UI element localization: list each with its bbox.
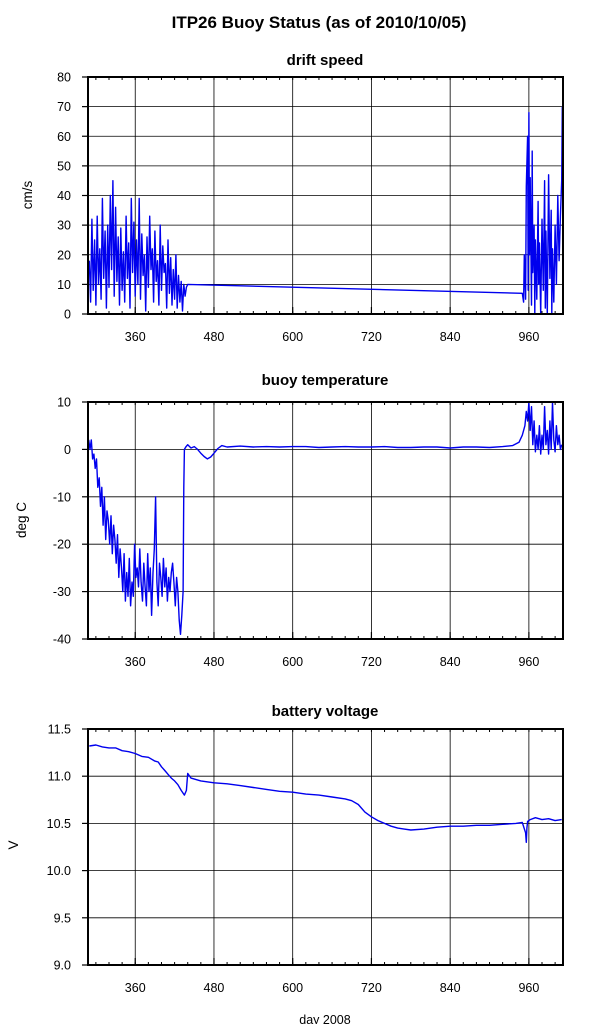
- y-tick-label: -30: [53, 585, 71, 599]
- plot-frame: [87, 728, 564, 966]
- y-axis-label-buoy-temperature: deg C: [14, 502, 29, 538]
- x-tick-label: 720: [361, 655, 382, 669]
- x-tick-label: 360: [125, 981, 146, 995]
- y-tick-label: 9.5: [54, 911, 71, 925]
- x-tick-label: 840: [440, 981, 461, 995]
- panel-title-buoy-temperature: buoy temperature: [262, 372, 389, 389]
- x-tick-label: 360: [125, 655, 146, 669]
- y-tick-label: 40: [57, 189, 71, 203]
- y-tick-label: 11.0: [48, 770, 71, 784]
- y-axis-label-battery-voltage: V: [6, 840, 21, 849]
- series-line-drift-speed: [88, 106, 563, 315]
- plot-frame: [87, 401, 564, 640]
- y-tick-label: 0: [64, 308, 71, 322]
- y-tick-label: 70: [57, 100, 71, 114]
- y-tick-label: 30: [57, 219, 71, 233]
- panel-title-battery-voltage: battery voltage: [272, 703, 379, 720]
- y-tick-label: 11.5: [48, 723, 71, 737]
- y-tick-label: 10: [57, 396, 71, 410]
- x-tick-label: 960: [518, 981, 539, 995]
- x-tick-label: 960: [518, 655, 539, 669]
- y-tick-label: 10.5: [47, 817, 71, 831]
- plot-frame: [87, 76, 564, 315]
- y-tick-label: 20: [57, 248, 71, 262]
- series-line-battery-voltage: [89, 744, 562, 843]
- x-tick-label: 720: [361, 981, 382, 995]
- x-tick-label: 480: [204, 330, 225, 344]
- x-tick-label: 600: [282, 981, 303, 995]
- x-axis-label: day 2008: [299, 1013, 350, 1024]
- x-tick-label: 480: [204, 981, 225, 995]
- panel-title-drift-speed: drift speed: [287, 52, 364, 69]
- y-tick-label: -40: [53, 633, 71, 647]
- figure-title: ITP26 Buoy Status (as of 2010/10/05): [172, 13, 467, 32]
- x-tick-label: 840: [440, 655, 461, 669]
- x-tick-label: 840: [440, 330, 461, 344]
- x-tick-label: 480: [204, 655, 225, 669]
- y-tick-label: -20: [53, 538, 71, 552]
- x-tick-label: 960: [518, 330, 539, 344]
- x-tick-label: 720: [361, 330, 382, 344]
- y-tick-label: 10: [57, 278, 71, 292]
- x-tick-label: 360: [125, 330, 146, 344]
- series-line-buoy-temperature: [88, 401, 563, 635]
- y-tick-label: 60: [57, 130, 71, 144]
- y-tick-label: -10: [53, 490, 71, 504]
- y-tick-label: 0: [64, 443, 71, 457]
- panel-buoy-temperature: buoy temperature deg C 360 480 600 720 840 96…: [14, 372, 564, 669]
- y-tick-label: 10.0: [47, 864, 71, 878]
- y-tick-label: 50: [57, 159, 71, 173]
- y-tick-label: 9.0: [54, 959, 71, 973]
- panel-drift-speed: drift speed cm/s 360 480 600 720 840 960 0 10 20…: [20, 52, 564, 344]
- x-tick-label: 600: [282, 655, 303, 669]
- x-tick-label: 600: [282, 330, 303, 344]
- panel-battery-voltage: battery voltage V 360 480 600 720 840 960 9.0 9…: [6, 703, 564, 995]
- y-axis-label-drift-speed: cm/s: [20, 181, 35, 210]
- y-tick-label: 80: [57, 71, 71, 85]
